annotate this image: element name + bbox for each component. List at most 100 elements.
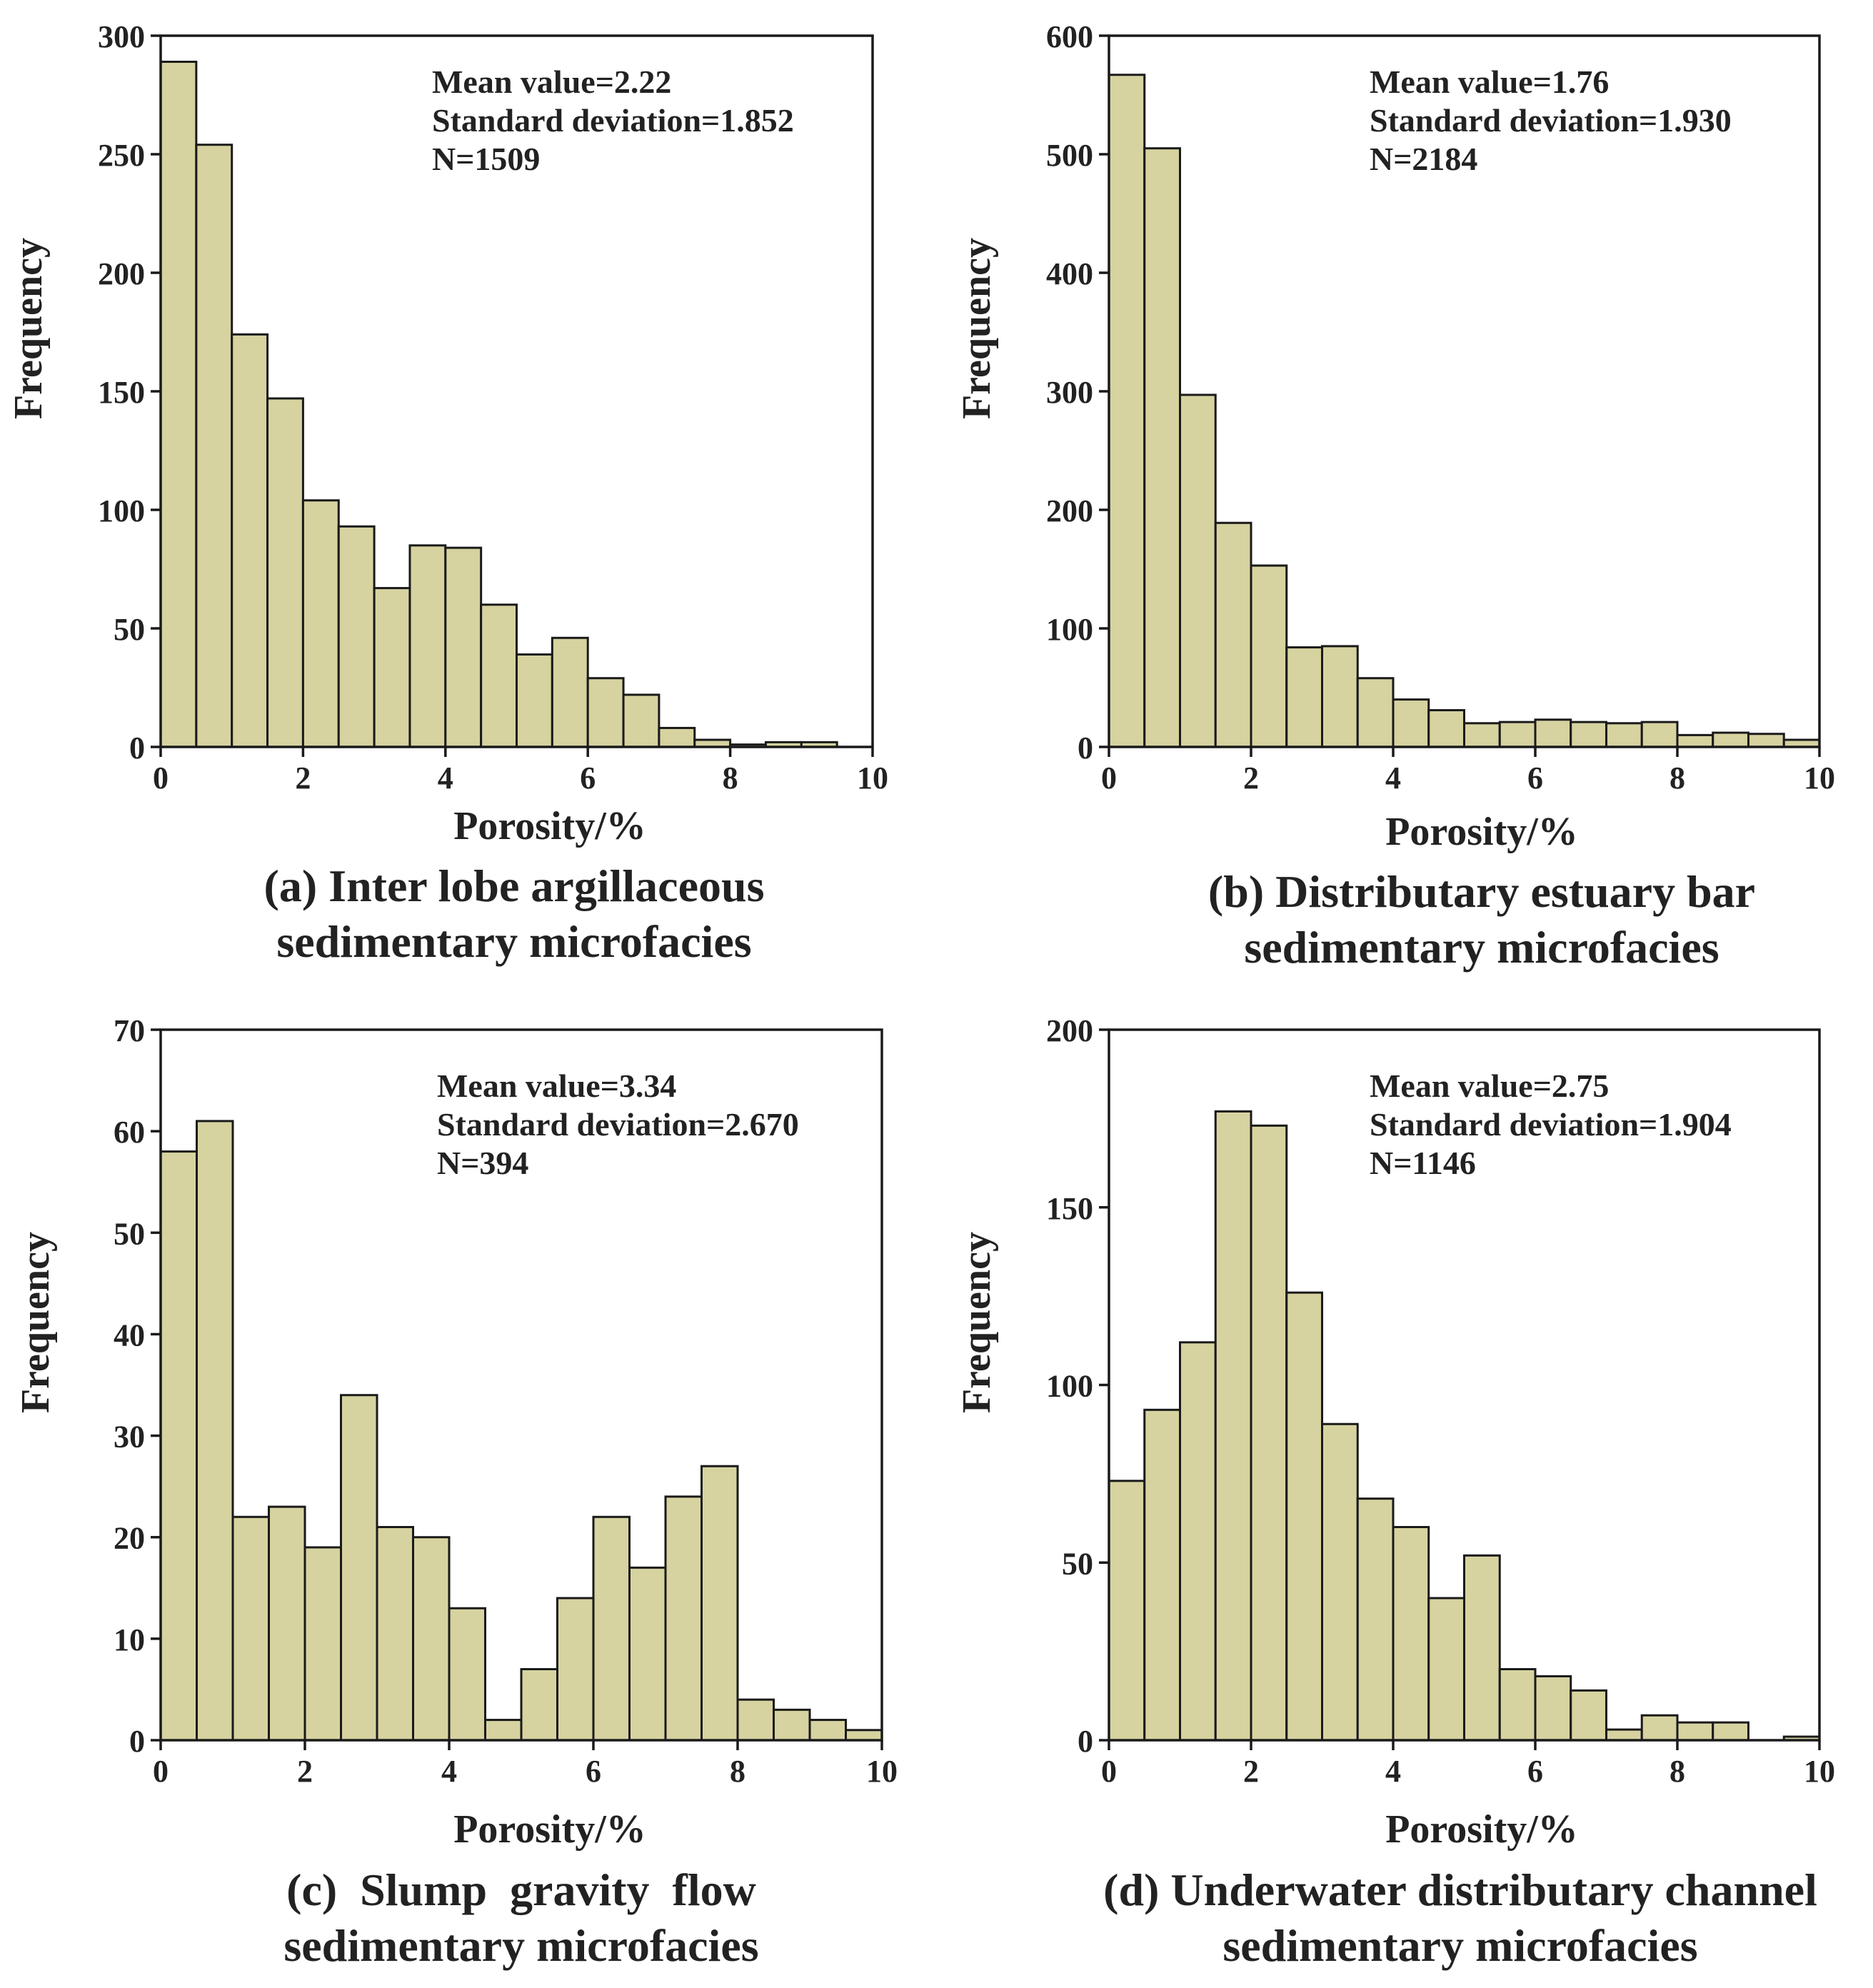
caption-a-line1: (a) Inter lobe argillaceous bbox=[263, 860, 765, 911]
bar-d-14 bbox=[1605, 1728, 1643, 1742]
bar-a-6 bbox=[373, 587, 411, 748]
bar-b-0 bbox=[1108, 74, 1146, 748]
bar-d-4 bbox=[1250, 1124, 1288, 1742]
x-tick-label-b-2: 4 bbox=[1385, 760, 1401, 795]
y-tick-label-c-4: 40 bbox=[114, 1317, 145, 1352]
bar-c-13 bbox=[628, 1566, 667, 1742]
bar-d-16 bbox=[1676, 1721, 1714, 1742]
x-tick-label-c-5: 10 bbox=[866, 1754, 898, 1789]
x-tick-label-a-4: 8 bbox=[723, 760, 738, 795]
y-tick-label-c-1: 10 bbox=[114, 1622, 145, 1657]
caption-a-line2: sedimentary microfacies bbox=[276, 916, 752, 967]
stats-annotation-a-1: Standard deviation=1.852 bbox=[432, 102, 794, 139]
y-tick-label-a-0: 0 bbox=[129, 731, 145, 765]
y-tick-label-d-2: 100 bbox=[1046, 1369, 1093, 1404]
y-tick-label-c-2: 20 bbox=[114, 1521, 145, 1556]
bar-a-10 bbox=[516, 653, 553, 748]
bar-c-2 bbox=[231, 1515, 270, 1742]
bar-d-11 bbox=[1498, 1668, 1537, 1742]
stats-annotation-a-0: Mean value=2.22 bbox=[432, 64, 671, 100]
x-tick-label-d-4: 8 bbox=[1669, 1754, 1685, 1789]
y-tick-label-a-2: 100 bbox=[98, 493, 145, 528]
bar-d-3 bbox=[1214, 1110, 1252, 1742]
bar-c-5 bbox=[340, 1394, 378, 1742]
y-tick-label-b-4: 400 bbox=[1046, 256, 1093, 291]
x-tick-label-d-5: 10 bbox=[1804, 1754, 1835, 1789]
stats-annotation-d-0: Mean value=2.75 bbox=[1370, 1068, 1609, 1104]
bar-b-2 bbox=[1179, 393, 1217, 748]
bar-a-11 bbox=[551, 636, 589, 748]
x-tick-label-b-0: 0 bbox=[1101, 760, 1117, 795]
chart-d: 0 50 100 150 200 0 2 4 6 8 10 Porosity/% Frequency Me… bbox=[955, 1013, 1835, 1852]
bar-d-6 bbox=[1321, 1422, 1359, 1742]
x-tick-label-c-2: 4 bbox=[441, 1754, 457, 1789]
bar-c-10 bbox=[520, 1668, 558, 1742]
bar-c-7 bbox=[412, 1536, 451, 1742]
bar-c-1 bbox=[196, 1120, 234, 1742]
x-tick-label-d-2: 4 bbox=[1385, 1754, 1401, 1789]
bar-a-3 bbox=[266, 397, 304, 748]
y-axis-label-b: Frequency bbox=[955, 238, 999, 419]
bar-d-15 bbox=[1640, 1714, 1679, 1742]
bar-a-0 bbox=[159, 61, 198, 748]
x-tick-label-a-0: 0 bbox=[153, 760, 169, 795]
bar-b-11 bbox=[1498, 721, 1537, 748]
y-tick-label-a-3: 150 bbox=[98, 375, 145, 410]
stats-annotation-b-2: N=2184 bbox=[1370, 141, 1477, 177]
plot-frame-c bbox=[159, 1028, 883, 1742]
x-axis-label-a: Porosity/% bbox=[453, 804, 646, 848]
y-tick-label-a-1: 50 bbox=[114, 612, 145, 647]
y-tick-label-c-0: 0 bbox=[129, 1724, 145, 1759]
y-tick-label-c-6: 60 bbox=[114, 1115, 145, 1150]
y-axis-label-c: Frequency bbox=[14, 1232, 58, 1413]
y-tick-label-b-0: 0 bbox=[1078, 731, 1093, 765]
bar-b-10 bbox=[1463, 722, 1501, 748]
bar-b-4 bbox=[1250, 564, 1288, 748]
bar-d-10 bbox=[1463, 1554, 1501, 1742]
bar-c-12 bbox=[592, 1515, 631, 1742]
bar-d-2 bbox=[1179, 1341, 1217, 1742]
bar-a-1 bbox=[195, 144, 234, 748]
bar-a-5 bbox=[337, 525, 376, 748]
x-tick-label-c-3: 6 bbox=[586, 1754, 601, 1789]
bar-a-13 bbox=[622, 693, 661, 748]
stats-annotation-c-0: Mean value=3.34 bbox=[437, 1068, 676, 1104]
bar-d-9 bbox=[1427, 1597, 1465, 1742]
chart-c: 0 10 20 30 40 50 60 70 0 2 4 6 8 10 Porosity/% Frequenc… bbox=[14, 1013, 898, 1852]
bar-a-8 bbox=[444, 546, 483, 748]
caption-b: (b) Distributary estuary bar sedimentary… bbox=[1093, 864, 1871, 975]
y-tick-label-b-5: 500 bbox=[1046, 138, 1093, 173]
stats-annotation-c-2: N=394 bbox=[437, 1145, 528, 1181]
bar-b-3 bbox=[1214, 521, 1252, 748]
y-tick-label-d-1: 50 bbox=[1062, 1546, 1093, 1581]
bar-b-17 bbox=[1712, 731, 1749, 748]
y-tick-label-d-4: 200 bbox=[1046, 1013, 1093, 1048]
bar-b-12 bbox=[1534, 718, 1572, 748]
caption-c-line2: sedimentary microfacies bbox=[283, 1920, 759, 1971]
bar-c-17 bbox=[773, 1708, 811, 1742]
bar-c-0 bbox=[159, 1150, 198, 1742]
caption-b-line1: (b) Distributary estuary bar bbox=[1207, 866, 1756, 917]
bar-c-11 bbox=[556, 1597, 595, 1742]
bar-b-13 bbox=[1570, 721, 1607, 748]
stats-annotation-c-1: Standard deviation=2.670 bbox=[437, 1106, 799, 1143]
x-tick-label-c-0: 0 bbox=[153, 1754, 169, 1789]
bar-c-15 bbox=[701, 1465, 739, 1742]
bar-b-7 bbox=[1356, 677, 1395, 748]
bar-d-8 bbox=[1392, 1526, 1430, 1742]
bar-a-2 bbox=[231, 333, 269, 748]
chart-b: 0 100 200 300 400 500 600 0 2 4 6 8 10 Porosity/% Freq… bbox=[955, 19, 1835, 854]
x-tick-label-c-4: 8 bbox=[730, 1754, 745, 1789]
x-tick-label-a-3: 6 bbox=[580, 760, 596, 795]
bar-c-8 bbox=[448, 1607, 486, 1742]
caption-d-line1: (d) Underwater distributary channel bbox=[1103, 1864, 1817, 1915]
y-tick-label-b-1: 100 bbox=[1046, 612, 1093, 647]
bar-d-5 bbox=[1285, 1291, 1323, 1742]
bar-c-3 bbox=[268, 1505, 306, 1742]
x-tick-label-b-5: 10 bbox=[1804, 760, 1835, 795]
bar-d-1 bbox=[1143, 1408, 1181, 1742]
y-tick-label-a-4: 200 bbox=[98, 256, 145, 291]
bar-d-12 bbox=[1534, 1675, 1572, 1742]
caption-d-line2: sedimentary microfacies bbox=[1222, 1920, 1698, 1971]
stats-annotation-b-0: Mean value=1.76 bbox=[1370, 64, 1609, 100]
